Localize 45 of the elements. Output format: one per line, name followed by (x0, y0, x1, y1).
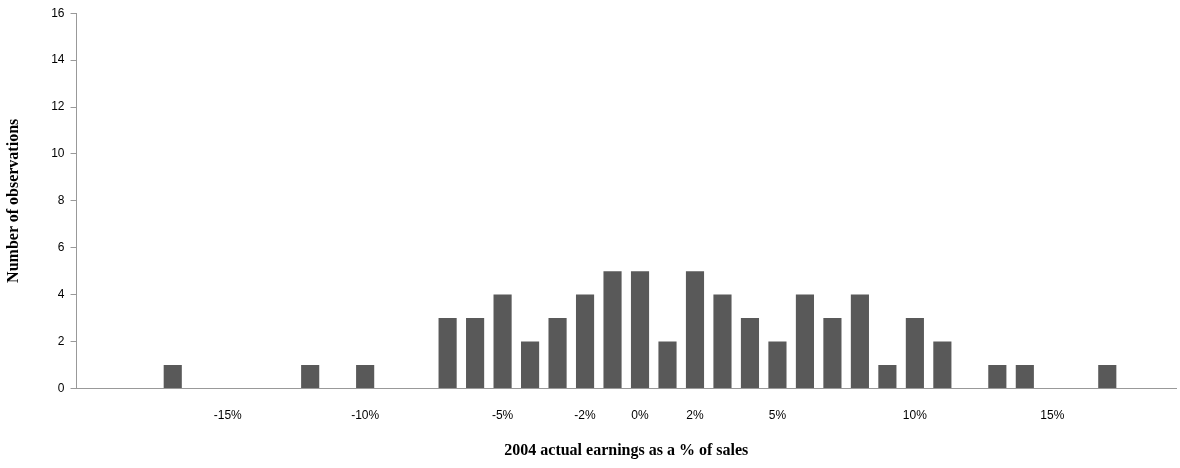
y-axis-title: Number of observations (3, 118, 21, 283)
x-tick-label: 5% (768, 407, 787, 422)
bar (988, 364, 1007, 388)
y-tick-label: 12 (51, 99, 65, 114)
bar (878, 364, 897, 388)
bar (548, 318, 567, 388)
bar (1015, 364, 1034, 388)
bar (521, 341, 540, 388)
x-tick-label: -15% (213, 407, 243, 422)
bar (301, 364, 320, 388)
bar (1098, 364, 1117, 388)
bar (438, 318, 457, 388)
bar (795, 294, 815, 388)
x-axis-title: 2004 actual earnings as a % of sales (504, 440, 749, 459)
bar (685, 271, 705, 388)
bar (630, 271, 650, 388)
bar (658, 341, 677, 388)
bar (713, 294, 732, 388)
bar (356, 364, 375, 388)
x-tick-label: 0% (631, 407, 650, 422)
x-tick-label: -5% (491, 407, 514, 422)
bar (466, 318, 485, 388)
bar (163, 364, 182, 388)
x-tick-label: 2% (686, 407, 704, 422)
bar (850, 294, 869, 388)
y-tick-label: 2 (57, 333, 65, 348)
y-tick-label: 4 (57, 286, 65, 301)
bar (905, 318, 924, 388)
x-tick-label: -2% (574, 407, 597, 422)
y-tick-label: 0 (57, 380, 65, 395)
x-tick-label: 15% (1040, 407, 1065, 422)
y-tick-label: 8 (57, 193, 65, 208)
x-tick-label: 10% (902, 407, 928, 422)
x-tick-label: -10% (351, 407, 380, 422)
y-tick-label: 6 (57, 240, 65, 255)
bar (493, 294, 512, 388)
bar (603, 271, 622, 388)
y-tick-label: 14 (51, 52, 65, 67)
bar (823, 318, 842, 388)
bar (740, 318, 760, 388)
y-tick-label: 10 (51, 146, 65, 161)
bar (933, 341, 952, 388)
bar (575, 294, 595, 388)
y-tick-label: 16 (51, 5, 65, 20)
bar (768, 341, 787, 388)
